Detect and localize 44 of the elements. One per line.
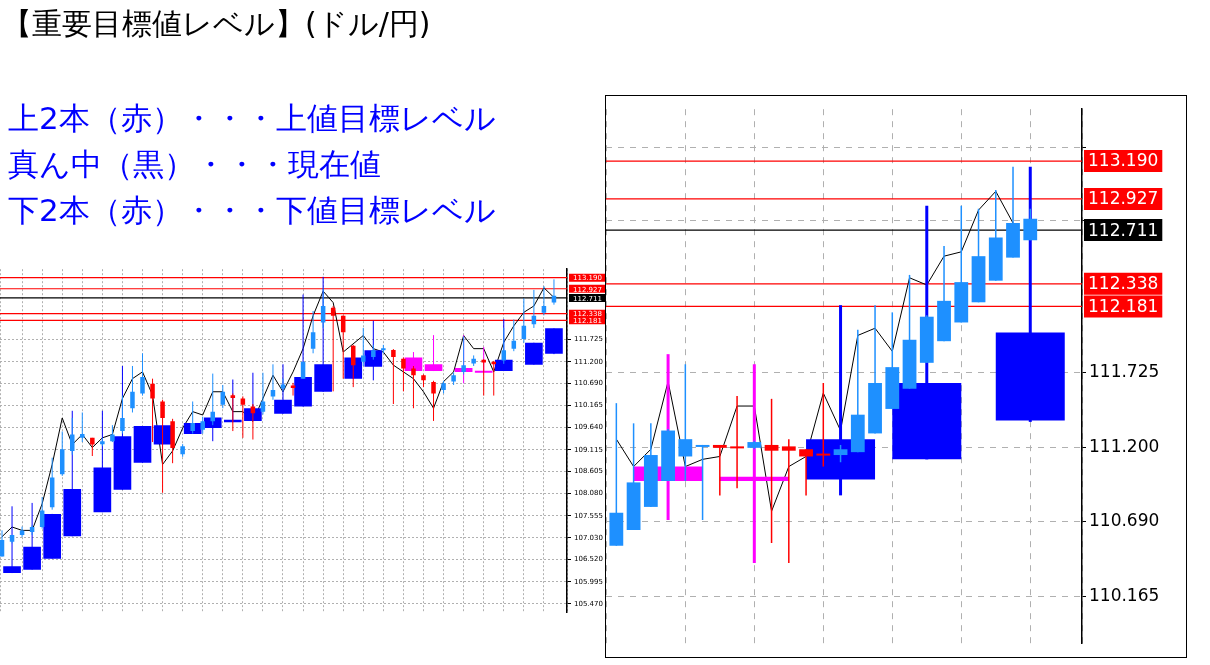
candlestick [799, 448, 813, 497]
candlestick [290, 382, 296, 397]
candlestick [310, 310, 316, 354]
y-tick-label: 111.200 [1089, 436, 1160, 457]
candlestick [19, 526, 25, 538]
candlestick [401, 357, 406, 392]
candlestick [551, 278, 557, 306]
y-tick-label: 111.725 [1089, 360, 1160, 381]
candlestick [274, 363, 292, 415]
candlestick [80, 411, 85, 443]
candlestick [150, 378, 155, 443]
text: 上2本（赤）・・・上値目標レベル [8, 99, 496, 138]
candlestick [424, 334, 443, 372]
candlestick [70, 417, 75, 456]
candlestick [695, 444, 710, 521]
candlestick [712, 444, 727, 497]
candlestick [120, 395, 125, 435]
ref-line-label: 113.190 [1088, 150, 1159, 171]
ref-line-label: 112.181 [1088, 295, 1159, 316]
ref-line-label: 112.338 [1088, 273, 1159, 294]
text: 下2本（赤）・・・下値目標レベル [8, 191, 496, 230]
candlestick [260, 372, 266, 416]
candlestick [730, 395, 744, 489]
candlestick [361, 327, 366, 367]
candlestick [764, 398, 779, 544]
y-tick-label: 110.690 [1089, 509, 1160, 530]
text: 【重要目標値レベル】(ドル/円) [2, 5, 431, 43]
y-tick-label: 110.165 [1089, 585, 1160, 606]
candlestick [140, 352, 145, 397]
candlestick [781, 438, 796, 564]
candlestick [1023, 207, 1038, 242]
ref-line-label: 112.927 [1088, 188, 1159, 209]
candlestick [491, 360, 496, 397]
candlestick [0, 529, 5, 558]
candlestick [130, 365, 135, 413]
candlestick [431, 380, 436, 422]
candlestick [3, 505, 21, 574]
candlestick [391, 348, 396, 405]
candlestick [816, 382, 831, 468]
candlestick [541, 285, 547, 316]
ref-line-label: 112.711 [1088, 219, 1159, 240]
candlestick [678, 363, 693, 482]
text: 真ん中（黒）・・・現在値 [8, 145, 381, 184]
candlestick [23, 502, 41, 571]
